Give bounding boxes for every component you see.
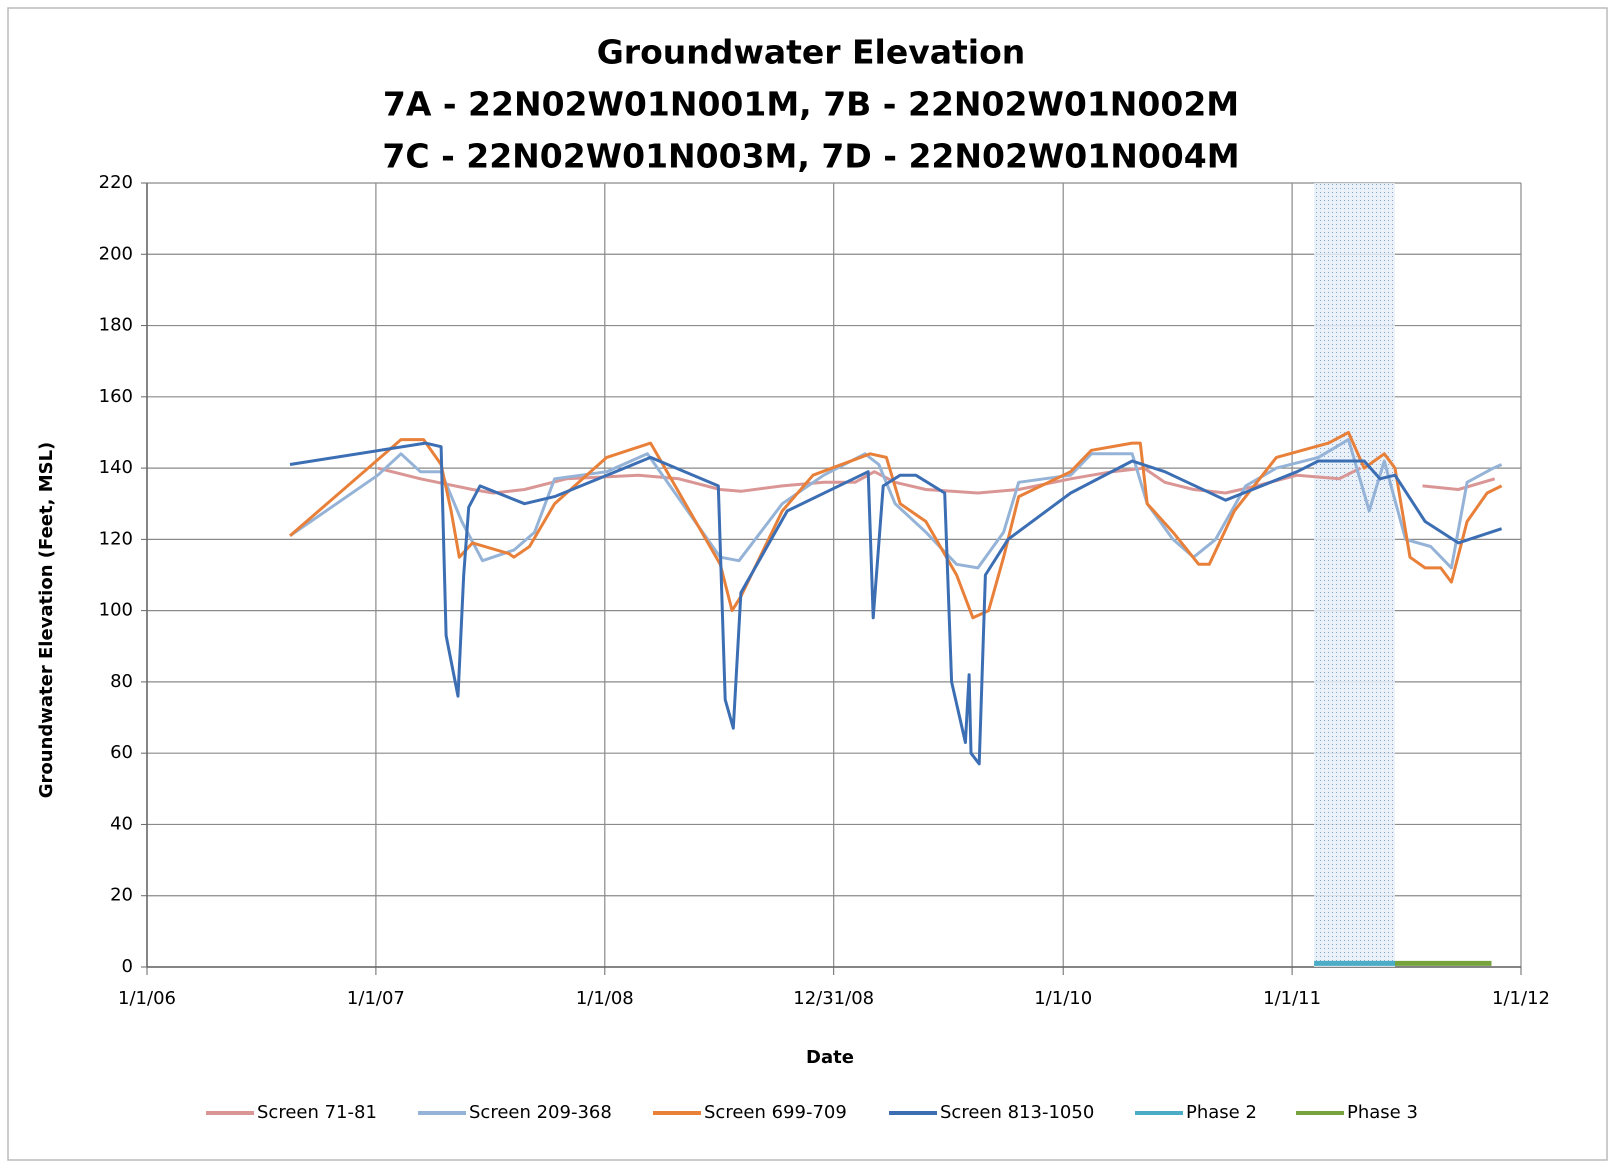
y-tick-label: 80 <box>110 671 133 692</box>
y-tick-label: 160 <box>99 386 133 407</box>
y-tick-label: 20 <box>110 885 133 906</box>
y-tick-label: 100 <box>99 600 133 621</box>
phase-band <box>1314 183 1395 967</box>
legend-label: Screen 813-1050 <box>940 1102 1094 1123</box>
x-tick-label: 1/1/11 <box>1263 988 1321 1009</box>
series-line <box>289 438 1503 570</box>
y-tick-label: 40 <box>110 813 133 834</box>
x-axis-label: Date <box>806 1047 854 1068</box>
legend-label: Phase 3 <box>1347 1102 1418 1123</box>
series-line <box>289 441 1503 766</box>
chart-subtitle: 7C - 22N02W01N003M, 7D - 22N02W01N004M <box>382 137 1239 176</box>
y-tick-label: 140 <box>99 457 133 478</box>
legend-label: Phase 2 <box>1186 1102 1257 1123</box>
y-axis-label: Groundwater Elevation (Feet, MSL) <box>36 442 57 799</box>
y-tick-label: 220 <box>99 172 133 193</box>
y-tick-label: 60 <box>110 742 133 763</box>
x-tick-label: 1/1/08 <box>576 988 634 1009</box>
legend-label: Screen 699-709 <box>704 1102 847 1123</box>
series-line <box>289 431 1503 620</box>
x-tick-label: 1/1/12 <box>1492 988 1550 1009</box>
x-tick-label: 12/31/08 <box>793 988 874 1009</box>
chart-subtitle: 7A - 22N02W01N001M, 7B - 22N02W01N002M <box>383 85 1239 124</box>
legend-label: Screen 71-81 <box>257 1102 377 1123</box>
y-tick-label: 0 <box>122 956 133 977</box>
legend-label: Screen 209-368 <box>469 1102 612 1123</box>
chart-title: Groundwater Elevation <box>597 33 1026 72</box>
x-tick-label: 1/1/07 <box>347 988 405 1009</box>
y-tick-label: 120 <box>99 528 133 549</box>
x-tick-label: 1/1/06 <box>118 988 176 1009</box>
x-tick-label: 1/1/10 <box>1034 988 1092 1009</box>
y-tick-label: 200 <box>99 243 133 264</box>
y-tick-label: 180 <box>99 315 133 336</box>
